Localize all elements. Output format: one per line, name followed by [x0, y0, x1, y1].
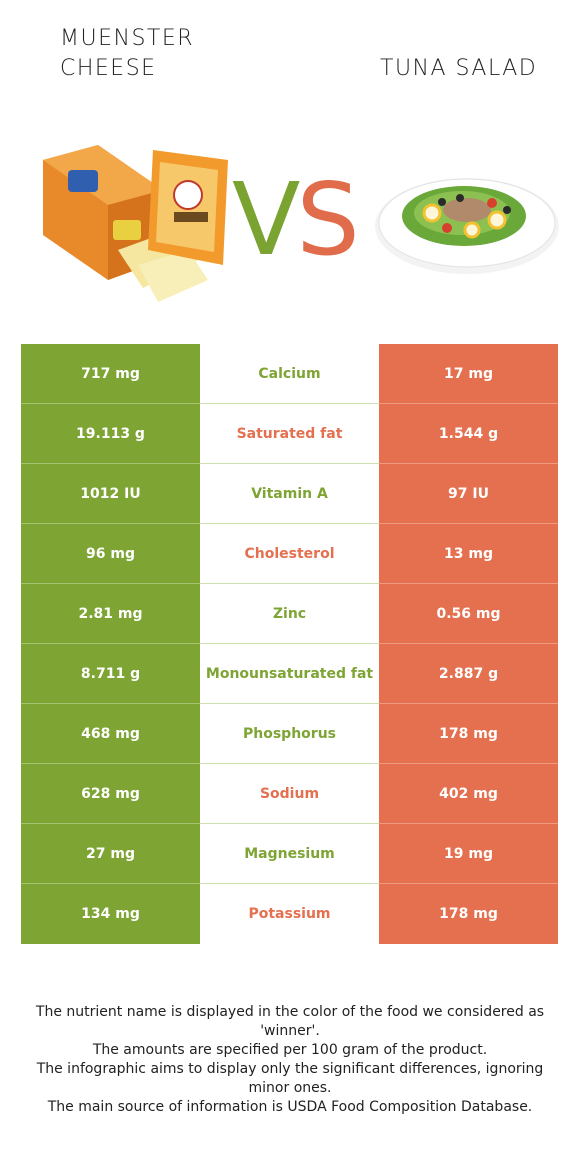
left-value: 134 mg — [21, 884, 200, 944]
table-row: 468 mg Phosphorus 178 mg — [21, 704, 558, 764]
footer-line: The nutrient name is displayed in the co… — [35, 1004, 545, 1039]
right-value: 1.544 g — [379, 404, 558, 464]
right-food-title: TUNA SALAD — [380, 56, 538, 81]
table-row: 2.81 mg Zinc 0.56 mg — [21, 584, 558, 644]
right-value: 178 mg — [379, 884, 558, 944]
left-value: 628 mg — [21, 764, 200, 824]
nutrient-name: Cholesterol — [200, 524, 379, 584]
footer-line: The main source of information is USDA F… — [47, 1099, 533, 1115]
left-value: 96 mg — [21, 524, 200, 584]
table-row: 19.113 g Saturated fat 1.544 g — [21, 404, 558, 464]
right-value: 13 mg — [379, 524, 558, 584]
left-value: 468 mg — [21, 704, 200, 764]
right-value: 178 mg — [379, 704, 558, 764]
nutrient-name: Magnesium — [200, 824, 379, 884]
left-value: 27 mg — [21, 824, 200, 884]
footer-notes: The nutrient name is displayed in the co… — [20, 1003, 560, 1117]
nutrient-comparison-table: 717 mg Calcium 17 mg 19.113 g Saturated fat 1… — [21, 344, 558, 944]
table-row: 27 mg Magnesium 19 mg — [21, 824, 558, 884]
left-value: 1012 IU — [21, 464, 200, 524]
nutrient-name: Calcium — [200, 344, 379, 404]
nutrient-name: Potassium — [200, 884, 379, 944]
table-row: 96 mg Cholesterol 13 mg — [21, 524, 558, 584]
left-value: 19.113 g — [21, 404, 200, 464]
table-row: 8.711 g Monounsaturated fat 2.887 g — [21, 644, 558, 704]
nutrient-name: Sodium — [200, 764, 379, 824]
right-value: 0.56 mg — [379, 584, 558, 644]
nutrient-name: Monounsaturated fat — [200, 644, 379, 704]
nutrient-name: Vitamin A — [200, 464, 379, 524]
right-value: 2.887 g — [379, 644, 558, 704]
table-row: 1012 IU Vitamin A 97 IU — [21, 464, 558, 524]
tuna-salad-image — [375, 178, 559, 274]
left-value: 8.711 g — [21, 644, 200, 704]
left-value: 717 mg — [21, 344, 200, 404]
table-row: 717 mg Calcium 17 mg — [21, 344, 558, 404]
left-food-title: MUENSTER CHEESE — [60, 26, 195, 81]
vs-s: S — [296, 161, 360, 278]
right-value: 19 mg — [379, 824, 558, 884]
right-value: 17 mg — [379, 344, 558, 404]
muenster-cheese-image — [43, 145, 228, 302]
nutrient-name: Zinc — [200, 584, 379, 644]
vs-label: VS — [232, 170, 360, 270]
footer-line: The amounts are specified per 100 gram o… — [92, 1042, 488, 1058]
table-row: 628 mg Sodium 402 mg — [21, 764, 558, 824]
nutrient-name: Phosphorus — [200, 704, 379, 764]
table-row: 134 mg Potassium 178 mg — [21, 884, 558, 944]
footer-line: The infographic aims to display only the… — [36, 1061, 544, 1096]
left-value: 2.81 mg — [21, 584, 200, 644]
vs-v: V — [232, 161, 300, 278]
nutrient-name: Saturated fat — [200, 404, 379, 464]
right-value: 402 mg — [379, 764, 558, 824]
right-value: 97 IU — [379, 464, 558, 524]
